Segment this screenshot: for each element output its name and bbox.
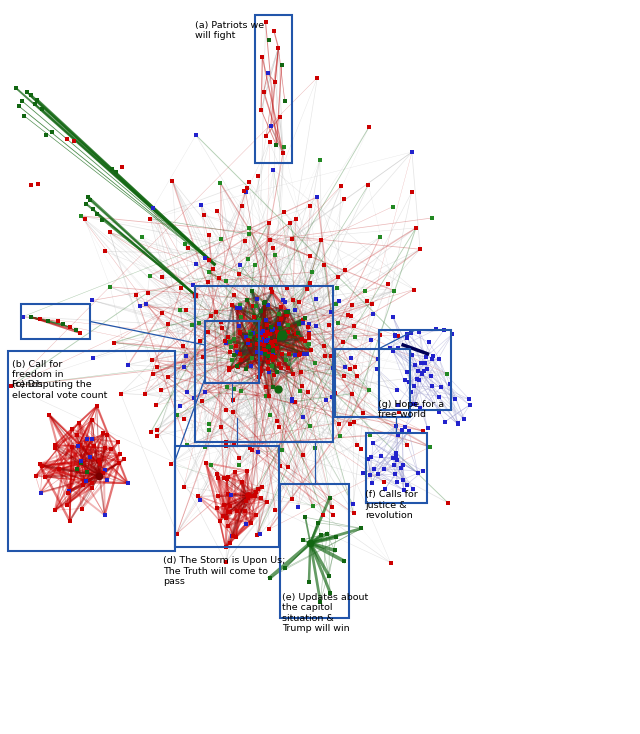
Bar xyxy=(255,15,292,163)
Text: (g) Hope for a
free world: (g) Hope for a free world xyxy=(378,400,444,419)
Bar xyxy=(175,446,279,547)
Bar xyxy=(280,484,349,618)
Text: (a) Patriots we
will fight: (a) Patriots we will fight xyxy=(195,21,264,40)
Text: (d) The Storm is Upon Us;
The Truth will come to
pass: (d) The Storm is Upon Us; The Truth will… xyxy=(163,556,285,586)
Text: (e) Updates about
the capitol
situation &
Trump will win: (e) Updates about the capitol situation … xyxy=(282,593,368,633)
Bar xyxy=(21,304,90,339)
Bar xyxy=(8,351,175,550)
Bar xyxy=(195,286,333,442)
Bar xyxy=(205,321,259,383)
Text: (c) Disputing the
electoral vote count: (c) Disputing the electoral vote count xyxy=(12,380,107,399)
Text: (f) Calls for
justice &
revolution: (f) Calls for justice & revolution xyxy=(365,490,417,520)
Text: (b) Call for
freedom in
French: (b) Call for freedom in French xyxy=(12,360,63,390)
Bar xyxy=(379,330,451,410)
Bar xyxy=(366,433,427,503)
Bar xyxy=(335,349,410,417)
